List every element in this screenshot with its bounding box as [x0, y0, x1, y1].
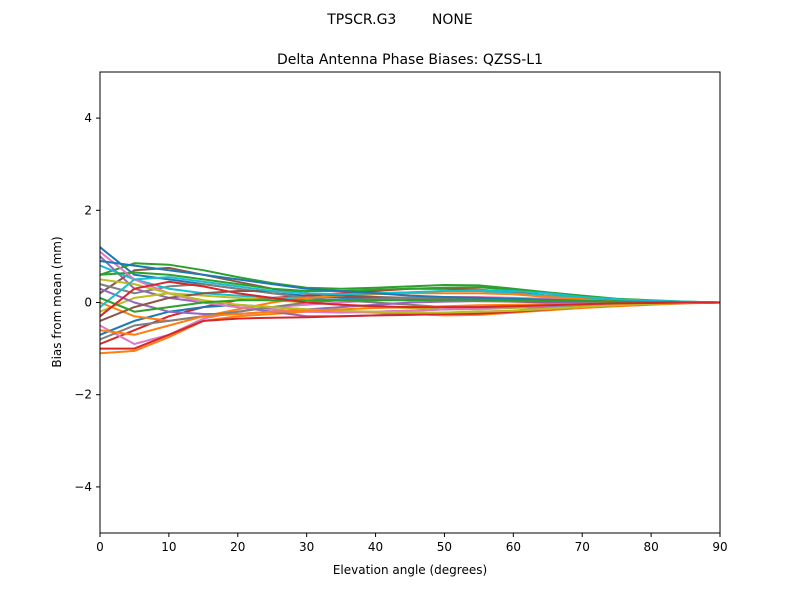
y-axis: −4 −2 0 2 4 — [74, 111, 100, 494]
y-tick-label: 4 — [84, 111, 92, 125]
x-tick-label: 30 — [299, 540, 314, 554]
series-line-20 — [99, 276, 721, 308]
x-tick-label: 90 — [712, 540, 727, 554]
y-tick-label: −4 — [74, 480, 92, 494]
series-lines — [99, 246, 721, 355]
y-tick-label: 2 — [84, 203, 92, 217]
y-tick-label: 0 — [84, 296, 92, 310]
chart-title: Delta Antenna Phase Biases: QZSS-L1 — [277, 52, 543, 68]
chart-suptitle: TPSCR.G3 NONE — [326, 12, 473, 28]
x-axis-label: Elevation angle (degrees) — [333, 563, 487, 577]
x-tick-label: 0 — [96, 540, 104, 554]
x-tick-label: 20 — [230, 540, 245, 554]
series-line-23 — [99, 296, 720, 313]
x-tick-label: 50 — [437, 540, 452, 554]
series-line-24 — [99, 280, 720, 318]
y-tick-label: −2 — [74, 388, 92, 402]
x-tick-label: 60 — [506, 540, 521, 554]
x-tick-label: 70 — [575, 540, 590, 554]
x-tick-label: 40 — [368, 540, 383, 554]
series-line-19 — [99, 278, 721, 314]
x-tick-label: 80 — [643, 540, 658, 554]
x-axis: 0 10 20 30 40 50 60 70 80 90 — [96, 533, 728, 554]
x-tick-label: 10 — [161, 540, 176, 554]
y-axis-label: Bias from mean (mm) — [50, 236, 64, 367]
